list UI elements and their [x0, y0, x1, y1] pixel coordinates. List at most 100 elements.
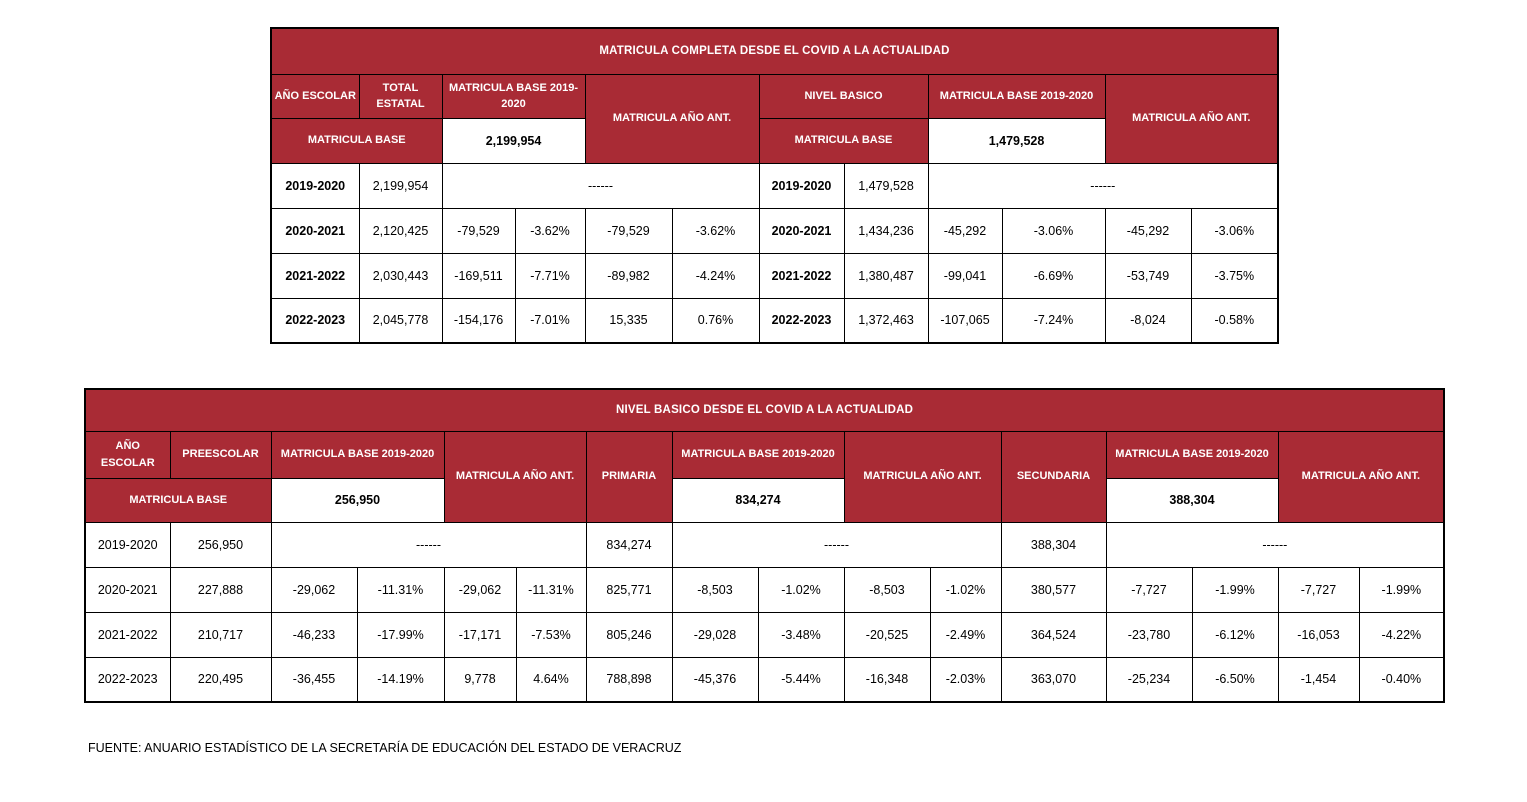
- table-cell: -29,062: [270, 566, 358, 613]
- table-cell: ------: [1105, 521, 1445, 568]
- table-cell: -36,455: [270, 656, 358, 703]
- year-cell: 2021-2022: [84, 611, 171, 658]
- table-cell: -3.62%: [671, 207, 760, 254]
- table-cell: 2,199,954: [358, 162, 443, 209]
- table-cell: -7.01%: [514, 297, 586, 344]
- table-cell: -3.06%: [1001, 207, 1106, 254]
- table-cell: 1,479,528: [843, 162, 929, 209]
- table-cell: -6.69%: [1001, 252, 1106, 299]
- table1-title: MATRICULA COMPLETA DESDE EL COVID A LA A…: [270, 27, 1279, 75]
- table-cell: -4.22%: [1358, 611, 1445, 658]
- table-cell: 1,434,236: [843, 207, 929, 254]
- header-sec-matricula-ano-ant: MATRICULA AÑO ANT.: [1277, 430, 1445, 523]
- table-row: 2020-2021 2,120,425 -79,529 -3.62% -79,5…: [270, 207, 1279, 254]
- header-secundaria: SECUNDARIA: [1000, 430, 1107, 523]
- table2-title: NIVEL BASICO DESDE EL COVID A LA ACTUALI…: [84, 388, 1445, 432]
- table-cell: -4.24%: [671, 252, 760, 299]
- table-row: 2019-2020 2,199,954 ------ 2019-2020 1,4…: [270, 162, 1279, 209]
- table-row: 2019-2020 256,950 ------ 834,274 ------ …: [84, 521, 1445, 568]
- table-cell: -16,348: [843, 656, 931, 703]
- table-row: 2020-2021 227,888 -29,062 -11.31% -29,06…: [84, 566, 1445, 613]
- header-nivel-basico: NIVEL BASICO: [758, 73, 929, 119]
- header-pri-matricula-ano-ant: MATRICULA AÑO ANT.: [843, 430, 1002, 523]
- table-cell: 256,950: [169, 521, 272, 568]
- table-cell: -3.75%: [1190, 252, 1279, 299]
- table-cell: -1,454: [1277, 656, 1360, 703]
- matricula-completa-table: MATRICULA COMPLETA DESDE EL COVID A LA A…: [270, 27, 1280, 344]
- year-cell: 2020-2021: [84, 566, 171, 613]
- table-cell: 227,888: [169, 566, 272, 613]
- value-base-nivel-basico: 1,479,528: [927, 117, 1106, 164]
- table-cell: -45,292: [927, 207, 1003, 254]
- year-cell: 2019-2020: [84, 521, 171, 568]
- table-cell: -45,376: [671, 656, 759, 703]
- header-ano-escolar: AÑO ESCOLAR: [270, 73, 360, 119]
- table-cell: 825,771: [585, 566, 673, 613]
- table-cell: -7.24%: [1001, 297, 1106, 344]
- table-cell: -107,065: [927, 297, 1003, 344]
- table-cell: -29,062: [443, 566, 517, 613]
- header-matricula-ano-ant: MATRICULA AÑO ANT.: [584, 73, 760, 164]
- table-cell: -2.49%: [929, 611, 1002, 658]
- table-cell: -8,503: [671, 566, 759, 613]
- table-row: 2022-2023 220,495 -36,455 -14.19% 9,778 …: [84, 656, 1445, 703]
- year-cell: 2022-2023: [270, 297, 360, 344]
- table-cell: -11.31%: [356, 566, 445, 613]
- header-pri-matricula-base-2019: MATRICULA BASE 2019-2020: [671, 430, 845, 479]
- table-cell: -7.53%: [515, 611, 587, 658]
- table-cell: 2,045,778: [358, 297, 443, 344]
- table-cell: -46,233: [270, 611, 358, 658]
- table-cell: -17.99%: [356, 611, 445, 658]
- table-row: 2021-2022 210,717 -46,233 -17.99% -17,17…: [84, 611, 1445, 658]
- table-cell: -3.48%: [757, 611, 845, 658]
- table-row: 2021-2022 2,030,443 -169,511 -7.71% -89,…: [270, 252, 1279, 299]
- table-cell: 9,778: [443, 656, 517, 703]
- table-cell: ------: [671, 521, 1002, 568]
- header-nb-matricula-base-2019: MATRICULA BASE 2019-2020: [927, 73, 1106, 119]
- source-note: FUENTE: ANUARIO ESTADÍSTICO DE LA SECRET…: [88, 741, 682, 755]
- table-cell: -17,171: [443, 611, 517, 658]
- value-base-secundaria: 388,304: [1105, 477, 1279, 523]
- table-cell: 805,246: [585, 611, 673, 658]
- year-cell: 2019-2020: [270, 162, 360, 209]
- table-cell: -7.71%: [514, 252, 586, 299]
- table-cell: 380,577: [1000, 566, 1107, 613]
- header-nb-matricula-base-label: MATRICULA BASE: [758, 117, 929, 164]
- header-primaria: PRIMARIA: [585, 430, 673, 523]
- table-cell: -79,529: [441, 207, 516, 254]
- year-cell: 2020-2021: [758, 207, 845, 254]
- table-cell: -6.50%: [1191, 656, 1279, 703]
- year-cell: 2020-2021: [270, 207, 360, 254]
- table-cell: 210,717: [169, 611, 272, 658]
- header-total-estatal: TOTAL ESTATAL: [358, 73, 443, 119]
- table-cell: 834,274: [585, 521, 673, 568]
- header-pre-matricula-base-2019: MATRICULA BASE 2019-2020: [270, 430, 445, 479]
- header-preescolar: PREESCOLAR: [169, 430, 272, 479]
- table-cell: -169,511: [441, 252, 516, 299]
- table-cell: 220,495: [169, 656, 272, 703]
- header-matricula-base-2019: MATRICULA BASE 2019-2020: [441, 73, 586, 119]
- table-cell: -5.44%: [757, 656, 845, 703]
- header-matricula-base-label: MATRICULA BASE: [270, 117, 443, 164]
- value-base-preescolar: 256,950: [270, 477, 445, 523]
- header-pre-matricula-ano-ant: MATRICULA AÑO ANT.: [443, 430, 587, 523]
- table-cell: ------: [441, 162, 760, 209]
- table-cell: -1.99%: [1358, 566, 1445, 613]
- table-cell: -53,749: [1104, 252, 1192, 299]
- table-cell: 388,304: [1000, 521, 1107, 568]
- table-cell: -89,982: [584, 252, 673, 299]
- header-nb-matricula-ano-ant: MATRICULA AÑO ANT.: [1104, 73, 1279, 164]
- table-cell: -99,041: [927, 252, 1003, 299]
- table-cell: -45,292: [1104, 207, 1192, 254]
- table-cell: -29,028: [671, 611, 759, 658]
- table-cell: -20,525: [843, 611, 931, 658]
- table-cell: 788,898: [585, 656, 673, 703]
- table-cell: -1.02%: [929, 566, 1002, 613]
- table-cell: -0.40%: [1358, 656, 1445, 703]
- table-cell: -3.06%: [1190, 207, 1279, 254]
- year-cell: 2022-2023: [84, 656, 171, 703]
- table-cell: -11.31%: [515, 566, 587, 613]
- table-cell: -3.62%: [514, 207, 586, 254]
- year-cell: 2022-2023: [758, 297, 845, 344]
